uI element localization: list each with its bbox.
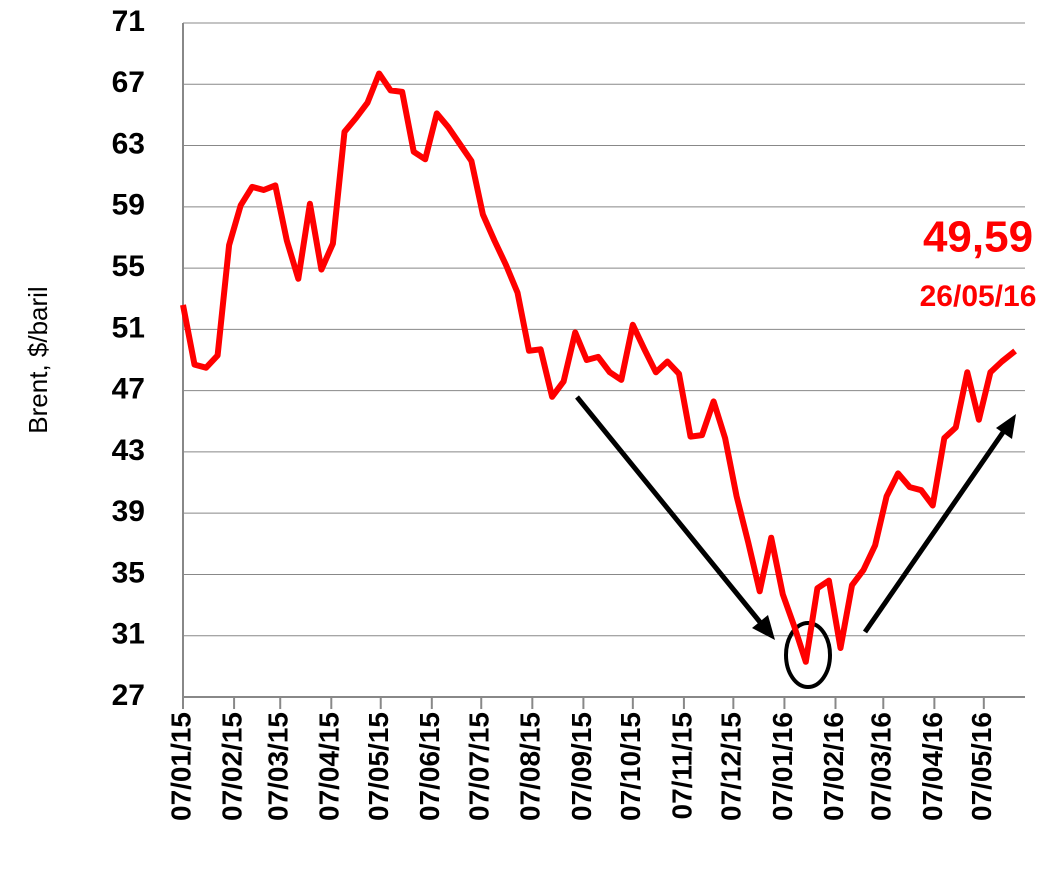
x-tick-label: 07/02/16 (818, 712, 849, 821)
x-tick-label: 07/07/15 (464, 712, 495, 821)
y-tick-label: 67 (112, 66, 145, 99)
highlight-circle (784, 621, 832, 689)
x-tick-label: 07/03/15 (263, 712, 294, 821)
x-tick-label: 07/04/15 (314, 712, 345, 821)
y-axis-label: Brent, $/baril (23, 286, 53, 433)
annotation-value: 49,59 (923, 213, 1033, 262)
y-tick-label: 71 (112, 5, 145, 38)
x-tick-label: 07/11/15 (666, 712, 697, 819)
x-tick-label: 07/06/15 (414, 712, 445, 821)
series-line (180, 70, 1017, 665)
arrow (575, 395, 766, 629)
y-tick-label: 39 (112, 495, 145, 528)
x-tick-label: 07/10/15 (615, 712, 646, 821)
y-tick-label: 47 (112, 373, 145, 406)
arrow-head (996, 414, 1016, 439)
y-tick-label: 27 (112, 679, 145, 712)
y-tick-label: 31 (112, 618, 145, 651)
annotation-date: 26/05/16 (920, 280, 1037, 313)
x-tick-label: 07/01/16 (767, 712, 798, 821)
x-tick-label: 07/05/15 (363, 712, 394, 821)
y-tick-label: 43 (112, 434, 145, 467)
y-tick-label: 63 (112, 127, 145, 160)
y-tick-label: 59 (112, 189, 145, 222)
y-tick-label: 55 (112, 250, 145, 283)
x-tick-label: 07/02/15 (216, 712, 247, 821)
x-tick-label: 07/09/15 (566, 712, 597, 821)
x-tick-label: 07/03/16 (866, 712, 897, 821)
arrow-head (752, 615, 775, 640)
x-tick-label: 07/12/15 (716, 712, 747, 821)
x-tick-label: 07/08/15 (515, 712, 546, 821)
x-tick-label: 07/05/16 (966, 712, 997, 821)
arrow (862, 426, 1009, 634)
x-tick-label: 07/04/16 (917, 712, 948, 821)
y-tick-label: 51 (112, 311, 145, 344)
x-tick-label: 07/01/15 (165, 712, 196, 821)
y-tick-label: 35 (112, 556, 145, 589)
